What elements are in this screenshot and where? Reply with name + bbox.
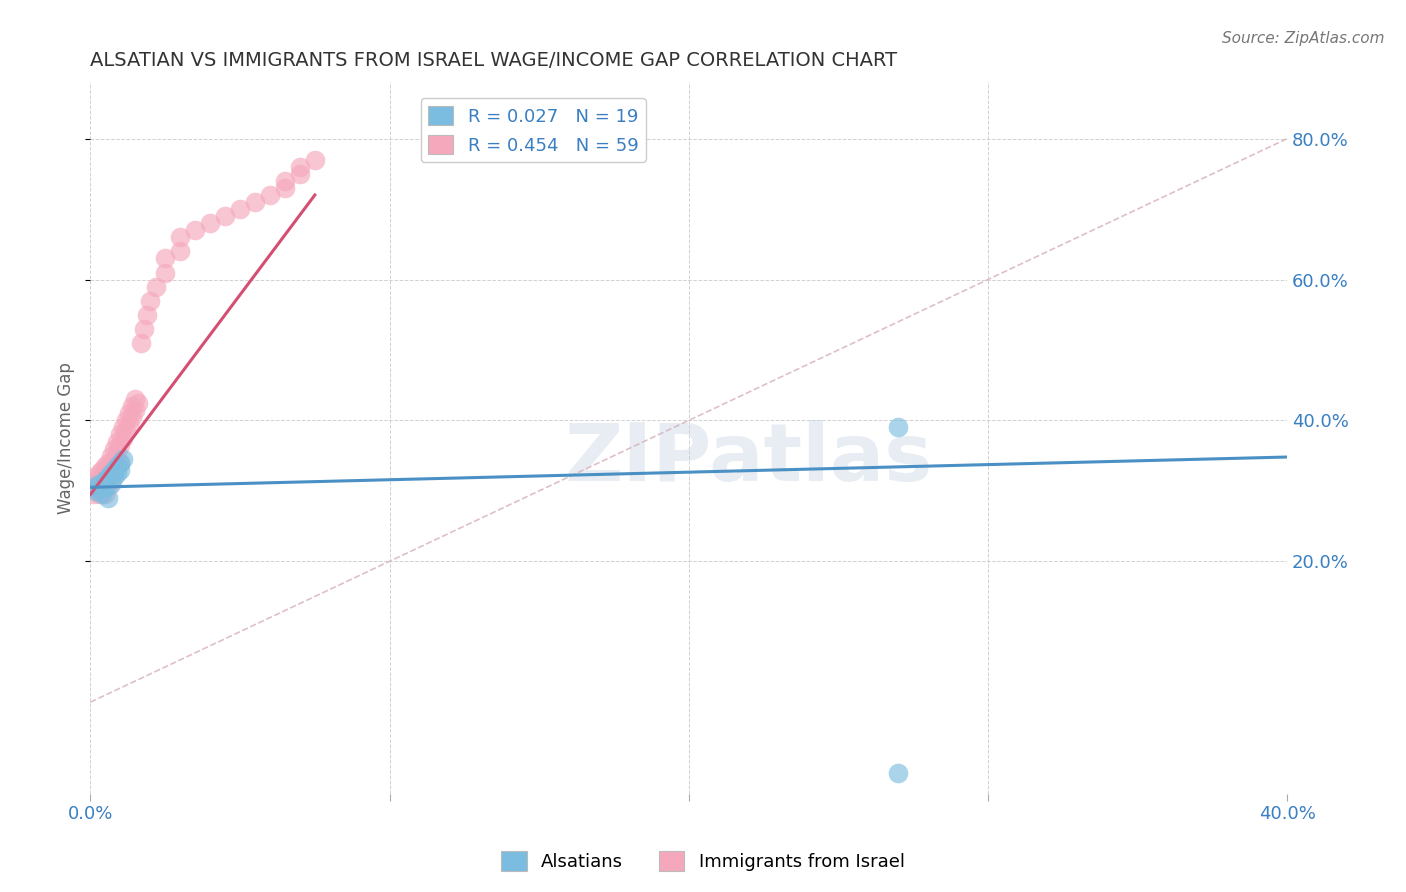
Point [105, 467, 128, 481]
Point [97, 469, 120, 483]
Point [82, 487, 104, 501]
Point [86, 483, 108, 498]
Point [110, 456, 132, 470]
Point [91, 480, 114, 494]
Y-axis label: Wage/Income Gap: Wage/Income Gap [58, 362, 75, 514]
Point [124, 402, 146, 417]
Text: ALSATIAN VS IMMIGRANTS FROM ISRAEL WAGE/INCOME GAP CORRELATION CHART: ALSATIAN VS IMMIGRANTS FROM ISRAEL WAGE/… [90, 51, 897, 70]
Point [97, 456, 120, 470]
Point [155, 265, 177, 279]
Point [89, 487, 111, 501]
Point [112, 431, 135, 445]
Point [136, 308, 159, 322]
Point [887, 420, 910, 434]
Point [94, 469, 117, 483]
Point [91, 476, 114, 491]
Point [288, 160, 311, 174]
Point [304, 153, 326, 167]
Point [100, 459, 122, 474]
Point [887, 765, 910, 780]
Point [288, 167, 311, 181]
Point [110, 456, 132, 470]
Legend: R = 0.027   N = 19, R = 0.454   N = 59: R = 0.027 N = 19, R = 0.454 N = 59 [420, 98, 645, 161]
Point [110, 463, 132, 477]
Point [105, 445, 128, 459]
Point [169, 230, 191, 244]
Point [274, 181, 297, 195]
Point [82, 476, 104, 491]
Point [184, 223, 207, 237]
Point [86, 469, 108, 483]
Point [89, 467, 111, 481]
Point [145, 279, 167, 293]
Point [105, 434, 128, 449]
Point [89, 473, 111, 487]
Point [103, 452, 125, 467]
Legend: Alsatians, Immigrants from Israel: Alsatians, Immigrants from Israel [494, 844, 912, 879]
Point [134, 322, 156, 336]
Point [139, 293, 162, 308]
Point [103, 469, 125, 483]
Point [121, 400, 143, 414]
Point [91, 487, 114, 501]
Point [103, 467, 125, 481]
Point [118, 417, 141, 431]
Point [94, 487, 117, 501]
Point [124, 392, 146, 407]
Text: Source: ZipAtlas.com: Source: ZipAtlas.com [1222, 31, 1385, 46]
Point [94, 459, 117, 474]
Text: ZIPatlas: ZIPatlas [564, 420, 932, 499]
Point [105, 459, 128, 474]
Point [100, 449, 122, 463]
Point [131, 335, 153, 350]
Point [94, 476, 117, 491]
Point [82, 480, 104, 494]
Point [100, 467, 122, 481]
Point [121, 409, 143, 424]
Point [110, 438, 132, 452]
Point [91, 463, 114, 477]
Point [86, 480, 108, 494]
Point [97, 491, 120, 505]
Point [169, 244, 191, 259]
Point [97, 467, 120, 481]
Point [274, 174, 297, 188]
Point [127, 396, 149, 410]
Point [112, 452, 135, 467]
Point [155, 252, 177, 266]
Point [94, 473, 117, 487]
Point [110, 427, 132, 442]
Point [118, 406, 141, 420]
Point [100, 473, 122, 487]
Point [198, 216, 221, 230]
Point [89, 476, 111, 491]
Point [214, 209, 236, 223]
Point [115, 413, 138, 427]
Point [100, 476, 122, 491]
Point [115, 424, 138, 438]
Point [103, 442, 125, 456]
Point [229, 202, 252, 216]
Point [97, 480, 120, 494]
Point [94, 480, 117, 494]
Point [103, 463, 125, 477]
Point [112, 420, 135, 434]
Point [259, 188, 281, 202]
Point [243, 195, 266, 210]
